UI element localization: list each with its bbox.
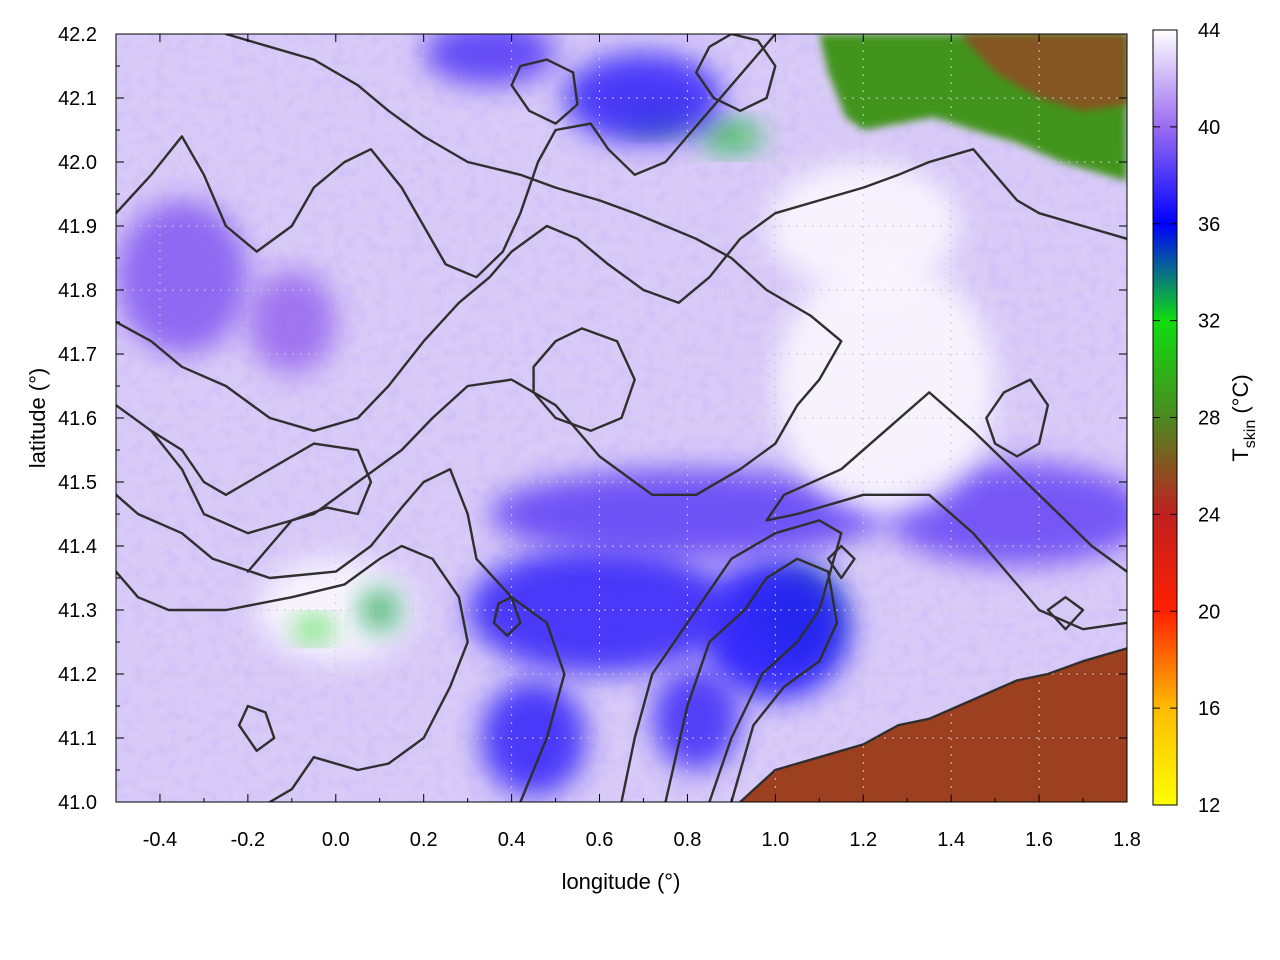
x-tick-label-8: 1.0 bbox=[761, 829, 789, 851]
colorbar-tick-label-3: 20 bbox=[1198, 601, 1220, 623]
y-tick-label-9: 41.8 bbox=[58, 280, 97, 302]
colorbar-tick-label-6: 32 bbox=[1198, 311, 1220, 333]
x-tick-label-1: -0.4 bbox=[143, 829, 177, 851]
contour-line-5 bbox=[116, 544, 469, 802]
x-axis-title: longitude (°) bbox=[562, 869, 681, 894]
colorbar-title-unit: (°C) bbox=[1228, 374, 1253, 419]
contour-line-14 bbox=[510, 58, 579, 125]
sea-region bbox=[740, 648, 1127, 802]
contour-line-13 bbox=[695, 34, 777, 113]
y-tick-label-6: 41.5 bbox=[58, 472, 97, 494]
colorbar: 12 16 20 24 28 32 36 40 44 Tskin (°C) bbox=[1152, 20, 1259, 817]
contour-line-8 bbox=[116, 147, 1127, 432]
temperature-patch-10 bbox=[564, 53, 723, 143]
y-tick-label-1: 41.0 bbox=[58, 792, 97, 814]
y-tick-label-10: 41.9 bbox=[58, 216, 97, 238]
colorbar-tick-label-8: 40 bbox=[1198, 117, 1220, 139]
temperature-patch-9 bbox=[700, 123, 763, 150]
temperature-patch-11 bbox=[423, 34, 556, 86]
contour-line-1 bbox=[739, 647, 1127, 802]
temperature-patch-5 bbox=[652, 667, 741, 770]
y-tick-label-3: 41.2 bbox=[58, 664, 97, 686]
colorbar-title: Tskin (°C) bbox=[1228, 374, 1259, 461]
x-tick-label-10: 1.4 bbox=[937, 829, 965, 851]
x-axis: -0.4 -0.2 0.0 0.2 0.4 0.6 0.8 1.0 1.2 1.4 1.6 1.8 bbox=[143, 34, 1141, 851]
contour-line-6 bbox=[116, 468, 566, 802]
colorbar-title-main: T bbox=[1228, 448, 1253, 461]
contour-line-4 bbox=[765, 391, 1127, 631]
contour-line-7 bbox=[116, 34, 843, 535]
elevation-contours bbox=[116, 34, 1127, 802]
colorbar-tick-label-4: 24 bbox=[1198, 504, 1220, 526]
colorbar-tick-label-9: 44 bbox=[1198, 20, 1220, 42]
y-tick-label-8: 41.7 bbox=[58, 344, 97, 366]
x-tick-label-4: 0.2 bbox=[410, 829, 438, 851]
y-axis-title: latitude (°) bbox=[25, 368, 50, 469]
contour-line-10 bbox=[149, 429, 373, 573]
contour-line-9 bbox=[116, 34, 777, 279]
x-tick-label-9: 1.2 bbox=[849, 829, 877, 851]
temperature-patch-14 bbox=[775, 258, 996, 514]
y-tick-label-13: 42.2 bbox=[58, 24, 97, 46]
y-tick-label-12: 42.1 bbox=[58, 88, 97, 110]
colorbar-tick-label-7: 36 bbox=[1198, 214, 1220, 236]
contour-line-15 bbox=[237, 704, 276, 752]
contour-line-3 bbox=[620, 519, 843, 802]
y-tick-label-11: 42.0 bbox=[58, 152, 97, 174]
temperature-patch-13 bbox=[247, 270, 336, 374]
contour-line-16 bbox=[492, 596, 522, 637]
x-tick-label-2: -0.2 bbox=[231, 829, 265, 851]
colorbar-tick-label-5: 28 bbox=[1198, 408, 1220, 430]
temperature-patch-12 bbox=[116, 200, 248, 354]
y-tick-label-7: 41.6 bbox=[58, 408, 97, 430]
y-tick-label-4: 41.3 bbox=[58, 600, 97, 622]
warm-peak-region bbox=[960, 34, 1127, 111]
y-tick-label-2: 41.1 bbox=[58, 728, 97, 750]
colorbar-ticks: 12 16 20 24 28 32 36 40 44 bbox=[1153, 20, 1220, 817]
contour-line-12 bbox=[985, 378, 1050, 458]
y-axis: 41.0 41.1 41.2 41.3 41.4 41.5 41.6 41.7 41.8 41.9… bbox=[58, 24, 1127, 814]
x-tick-label-12: 1.8 bbox=[1113, 829, 1141, 851]
contour-line-11 bbox=[532, 327, 636, 432]
contour-line-18 bbox=[1046, 596, 1085, 631]
x-tick-label-5: 0.4 bbox=[498, 829, 526, 851]
x-tick-label-11: 1.6 bbox=[1025, 829, 1053, 851]
contour-line-17 bbox=[826, 544, 856, 580]
plot-area bbox=[116, 34, 1127, 802]
contour-line-2 bbox=[664, 557, 839, 802]
temperature-patch-18 bbox=[296, 619, 332, 639]
x-tick-label-3: 0.0 bbox=[322, 829, 350, 851]
temperature-patch-2 bbox=[700, 558, 851, 700]
temperature-patch-17 bbox=[362, 590, 398, 630]
x-tick-label-6: 0.6 bbox=[586, 829, 614, 851]
colorbar-title-subscript: skin bbox=[1242, 420, 1259, 448]
y-tick-label-5: 41.4 bbox=[58, 536, 97, 558]
colorbar-tick-label-2: 16 bbox=[1198, 698, 1220, 720]
x-tick-label-7: 0.8 bbox=[674, 829, 702, 851]
colorbar-tick-label-1: 12 bbox=[1198, 795, 1220, 817]
